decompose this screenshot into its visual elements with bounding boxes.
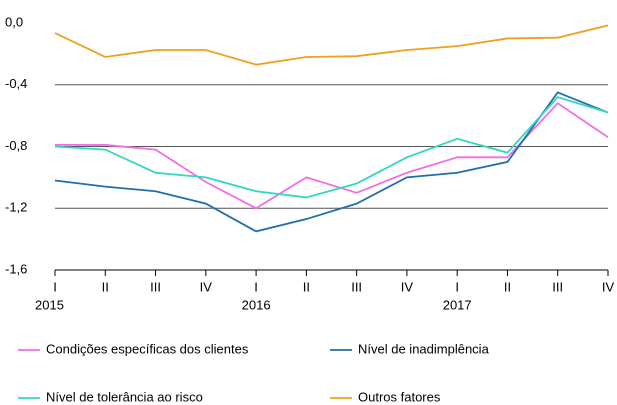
legend-label: Outros fatores (358, 389, 441, 404)
x-tick-label: I (53, 279, 57, 294)
x-tick-label: II (504, 279, 511, 294)
year-label: 2016 (242, 297, 271, 312)
x-tick-label: IV (200, 279, 213, 294)
year-label: 2017 (443, 297, 472, 312)
series-line (55, 102, 609, 210)
y-tick-label: -0,8 (5, 138, 27, 153)
legend-label: Nível de inadimplência (358, 341, 490, 356)
y-tick-label: -1,6 (5, 261, 27, 276)
y-tick-label: -0,4 (5, 76, 27, 91)
x-tick-label: III (552, 279, 563, 294)
legend-label: Condições específicas dos clientes (46, 341, 249, 356)
x-tick-label: II (102, 279, 109, 294)
x-tick-label: I (455, 279, 459, 294)
x-tick-label: III (351, 279, 362, 294)
y-tick-label: -1,2 (5, 200, 27, 215)
series-line (54, 91, 609, 233)
x-tick-label: III (150, 279, 161, 294)
x-tick-label: IV (401, 279, 414, 294)
x-tick-label: II (303, 279, 310, 294)
year-label: 2015 (35, 297, 64, 312)
x-tick-label: IV (602, 279, 615, 294)
y-tick-label: 0,0 (5, 14, 23, 29)
series-line (54, 96, 609, 199)
x-tick-label: I (254, 279, 258, 294)
legend-label: Nível de tolerância ao risco (46, 389, 203, 404)
series-line (54, 24, 609, 66)
